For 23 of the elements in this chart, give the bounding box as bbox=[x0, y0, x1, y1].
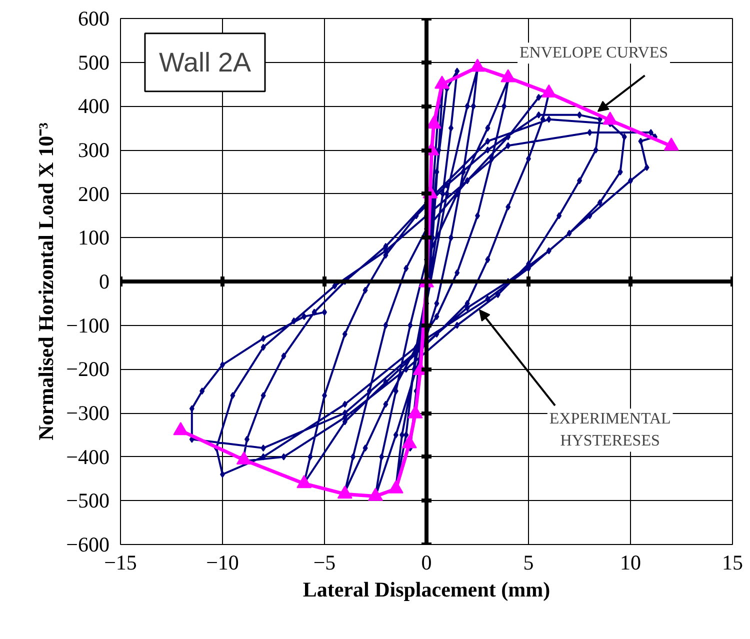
annotation: EXPERIMENTAL HYSTERESES bbox=[549, 410, 671, 450]
y-tick-label: −200 bbox=[66, 357, 110, 382]
y-tick-label: 100 bbox=[78, 226, 110, 250]
y-tick-label: 300 bbox=[78, 138, 110, 162]
y-tick-label: 400 bbox=[78, 94, 110, 118]
y-tick-label: 200 bbox=[78, 182, 110, 206]
y-tick-label: −500 bbox=[66, 488, 110, 513]
x-tick-label: 5 bbox=[523, 550, 534, 574]
x-tick-label: 15 bbox=[722, 550, 743, 574]
x-tick-label: 0 bbox=[421, 550, 432, 574]
x-tick-label: −10 bbox=[206, 550, 239, 574]
y-tick-label: −300 bbox=[66, 401, 110, 425]
y-tick-label: 600 bbox=[78, 6, 110, 30]
y-tick-label: −100 bbox=[66, 313, 110, 338]
annotation: ENVELOPE CURVES bbox=[520, 44, 668, 62]
x-axis-title: Lateral Displacement (mm) bbox=[302, 578, 550, 602]
x-tick-label: 10 bbox=[620, 550, 641, 574]
y-tick-label: −400 bbox=[66, 444, 110, 469]
y-tick-label: 0 bbox=[99, 270, 110, 294]
y-tick-label: 500 bbox=[78, 50, 110, 74]
y-axis-title: Normalised Horizontal Load X 10⁻³ bbox=[34, 122, 58, 440]
annotation: Wall 2A bbox=[158, 47, 252, 78]
x-tick-label: −5 bbox=[313, 550, 336, 574]
